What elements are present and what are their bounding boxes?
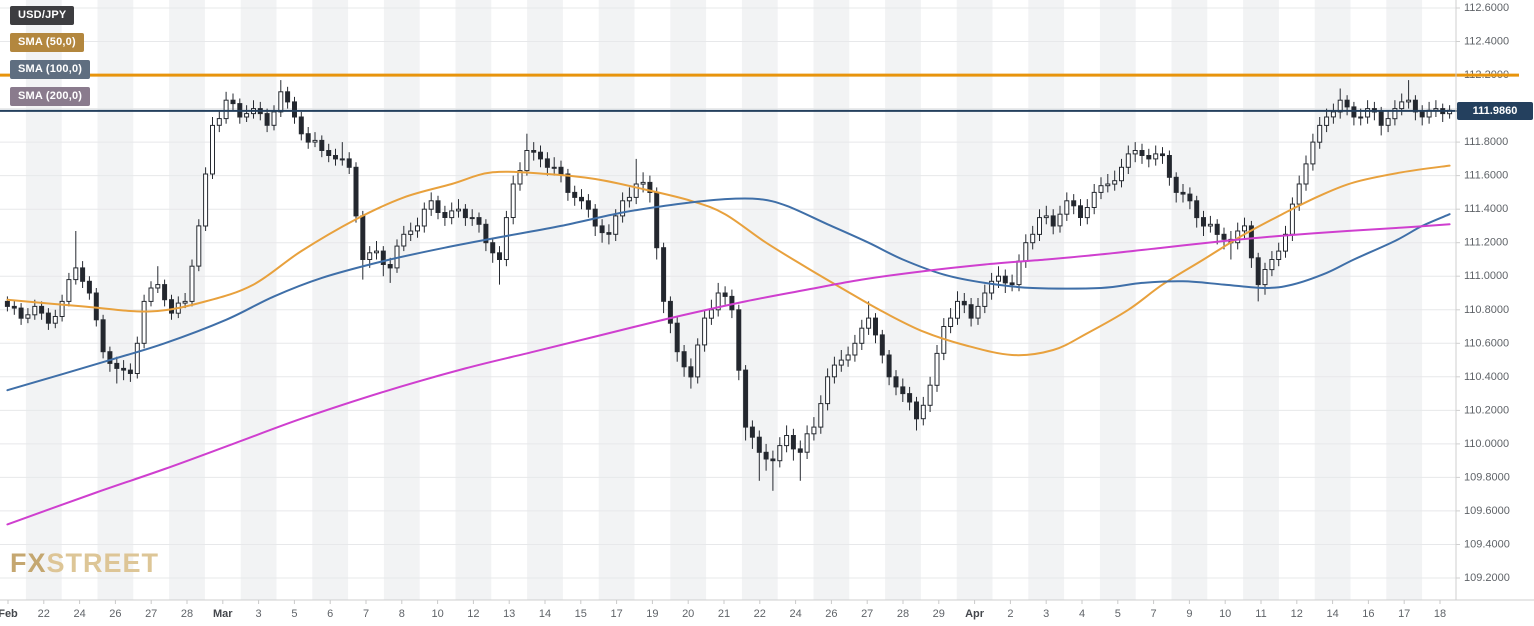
- svg-text:111.8000: 111.8000: [1464, 136, 1508, 148]
- svg-text:13: 13: [503, 608, 515, 620]
- svg-text:110.8000: 110.8000: [1464, 304, 1509, 316]
- svg-text:8: 8: [399, 608, 405, 620]
- svg-text:112.6000: 112.6000: [1464, 2, 1509, 14]
- svg-text:110.2000: 110.2000: [1464, 404, 1509, 416]
- svg-text:4: 4: [1079, 608, 1085, 620]
- svg-text:5: 5: [291, 608, 297, 620]
- svg-text:9: 9: [1186, 608, 1192, 620]
- legend-sma50-badge[interactable]: SMA (50,0): [10, 33, 84, 52]
- fxstreet-logo-street: STREET: [46, 548, 160, 578]
- svg-text:Apr: Apr: [965, 608, 985, 620]
- y-gridlines: [0, 7, 1460, 579]
- svg-text:2: 2: [1007, 608, 1013, 620]
- svg-text:12: 12: [1291, 608, 1303, 620]
- svg-text:7: 7: [363, 608, 369, 620]
- legend-sma100-badge[interactable]: SMA (100,0): [10, 60, 91, 79]
- svg-text:22: 22: [38, 608, 50, 620]
- svg-text:28: 28: [897, 608, 909, 620]
- svg-text:26: 26: [109, 608, 121, 620]
- svg-text:110.4000: 110.4000: [1464, 371, 1509, 383]
- svg-text:14: 14: [1326, 608, 1338, 620]
- svg-text:10: 10: [1219, 608, 1231, 620]
- svg-text:109.2000: 109.2000: [1464, 572, 1510, 584]
- svg-text:19: 19: [646, 608, 658, 620]
- svg-text:6: 6: [327, 608, 333, 620]
- svg-text:28: 28: [181, 608, 193, 620]
- svg-text:11: 11: [1255, 608, 1266, 620]
- svg-text:109.6000: 109.6000: [1464, 505, 1510, 517]
- svg-text:Mar: Mar: [213, 608, 233, 620]
- svg-text:10: 10: [431, 608, 443, 620]
- svg-text:17: 17: [610, 608, 622, 620]
- svg-text:27: 27: [861, 608, 873, 620]
- svg-text:112.4000: 112.4000: [1464, 36, 1509, 48]
- svg-text:111.0000: 111.0000: [1464, 270, 1508, 282]
- session-stripes: [25, 0, 1423, 600]
- svg-text:111.6000: 111.6000: [1464, 170, 1508, 182]
- svg-text:7: 7: [1151, 608, 1157, 620]
- plot-borders: [0, 0, 1534, 601]
- sma-line-200: [6, 223, 1451, 526]
- svg-text:26: 26: [825, 608, 837, 620]
- sma-line-100: [6, 197, 1451, 392]
- svg-text:24: 24: [73, 608, 85, 620]
- x-axis-labels: Feb 22 24 26 27 28 Mar 3 5 6 7 8 10 12 13 14 15 17 19 20 21 2…: [0, 600, 1446, 620]
- chart-legend: USD/JPY SMA (50,0) SMA (100,0) SMA (200,…: [10, 6, 91, 114]
- fxstreet-logo: FXSTREET: [10, 548, 159, 579]
- legend-sma200-badge[interactable]: SMA (200,0): [10, 87, 91, 106]
- price-level-lines: [0, 73, 1519, 112]
- legend-sma200-label: SMA (200,0): [18, 90, 83, 102]
- svg-text:21: 21: [718, 608, 730, 620]
- svg-text:15: 15: [575, 608, 587, 620]
- svg-text:3: 3: [1043, 608, 1049, 620]
- svg-text:29: 29: [933, 608, 945, 620]
- svg-text:111.4000: 111.4000: [1464, 203, 1508, 215]
- svg-text:3: 3: [256, 608, 262, 620]
- svg-text:111.2000: 111.2000: [1464, 237, 1508, 249]
- svg-text:12: 12: [467, 608, 479, 620]
- svg-text:109.4000: 109.4000: [1464, 539, 1510, 551]
- svg-text:109.8000: 109.8000: [1464, 471, 1510, 483]
- svg-text:22: 22: [754, 608, 766, 620]
- current-price-label: 111.9860: [1457, 102, 1533, 120]
- legend-usdjpy-label: USD/JPY: [18, 9, 67, 21]
- legend-sma50-label: SMA (50,0): [18, 36, 76, 48]
- svg-text:14: 14: [539, 608, 551, 620]
- svg-text:27: 27: [145, 608, 157, 620]
- svg-text:5: 5: [1115, 608, 1121, 620]
- legend-sma100-label: SMA (100,0): [18, 63, 83, 75]
- svg-text:24: 24: [789, 608, 801, 620]
- fxstreet-logo-fx: FX: [10, 548, 47, 578]
- svg-text:110.0000: 110.0000: [1464, 438, 1509, 450]
- svg-text:18: 18: [1434, 608, 1446, 620]
- svg-text:110.6000: 110.6000: [1464, 337, 1509, 349]
- svg-text:16: 16: [1362, 608, 1374, 620]
- svg-text:17: 17: [1398, 608, 1410, 620]
- sma-line-50: [6, 164, 1451, 357]
- y-axis-labels: 112.6000112.4000112.2000112.0000111.8000…: [1464, 2, 1510, 584]
- svg-text:Feb: Feb: [0, 608, 18, 620]
- legend-usdjpy-badge[interactable]: USD/JPY: [10, 6, 75, 25]
- svg-text:20: 20: [682, 608, 694, 620]
